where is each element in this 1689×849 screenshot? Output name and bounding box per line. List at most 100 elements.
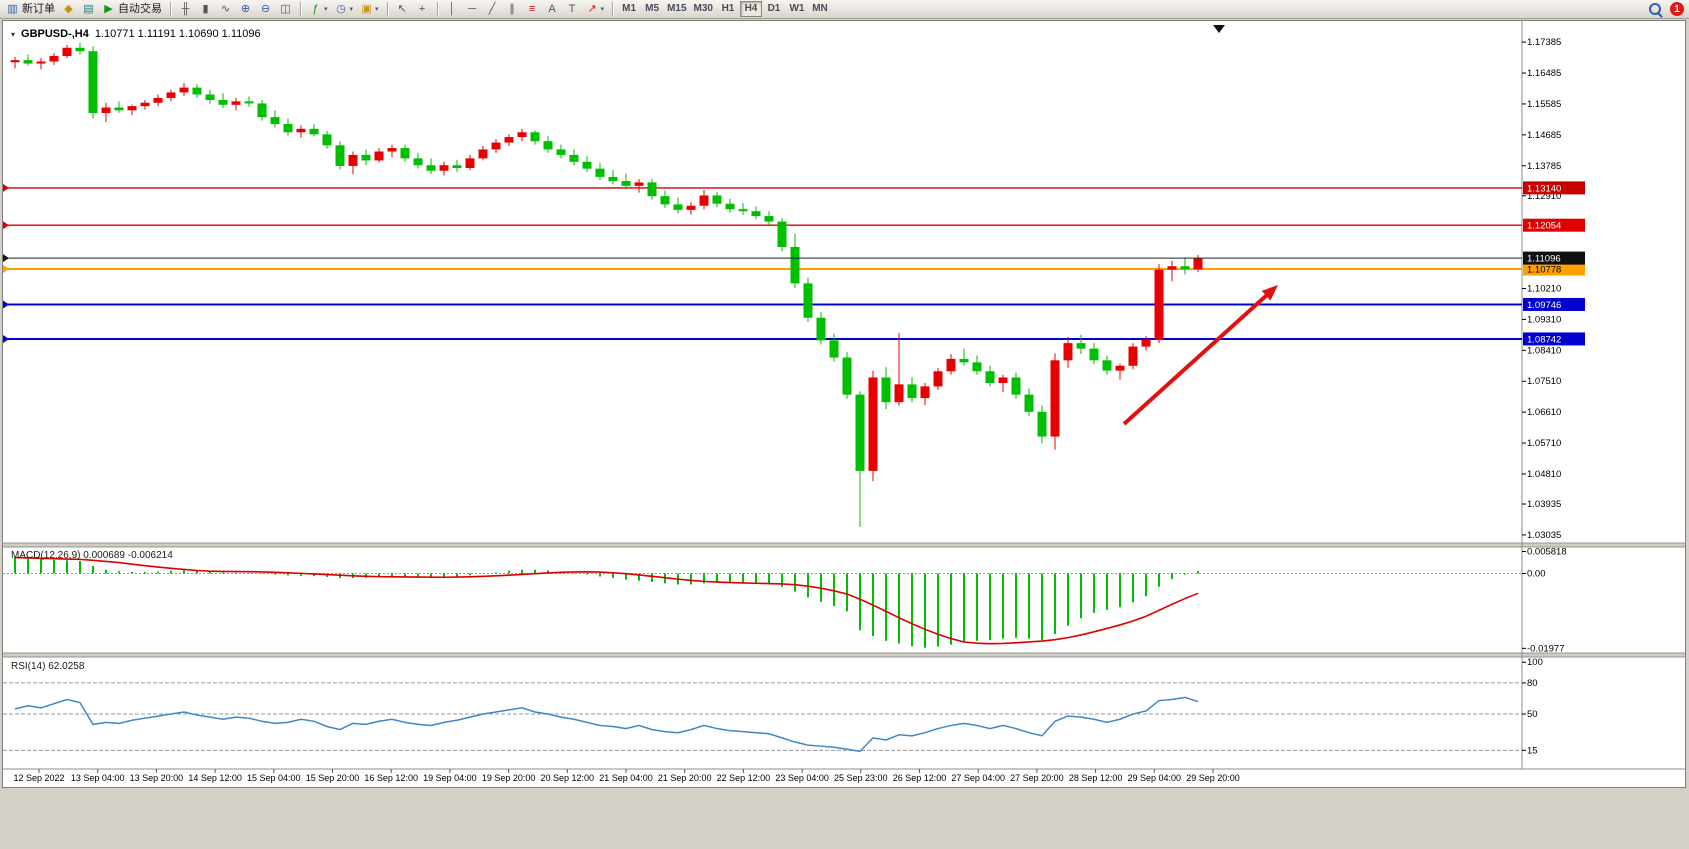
search-button[interactable] [1646, 1, 1664, 17]
cursor-icon: ↖ [397, 2, 407, 15]
svg-text:14 Sep 12:00: 14 Sep 12:00 [188, 773, 242, 783]
candle-body [1089, 348, 1099, 361]
timeframe-M5[interactable]: M5 [641, 1, 663, 17]
periods-icon: ◷ [336, 2, 346, 15]
candle-body [374, 151, 384, 161]
svg-text:0.00: 0.00 [1527, 569, 1546, 580]
candle-body [1141, 339, 1151, 347]
toolbar-separator [386, 2, 388, 16]
arrows-tool-button[interactable]: ↗ ▾ [583, 1, 608, 17]
timeframe-MN[interactable]: MN [809, 1, 831, 17]
cursor-button[interactable]: ↖ [393, 1, 412, 17]
candle-body [504, 137, 514, 143]
line-chart-icon: ∿ [220, 2, 231, 15]
svg-text:1.07510: 1.07510 [1527, 376, 1561, 387]
zoom-out-button[interactable]: ⊖ [256, 1, 275, 17]
periods-button[interactable]: ◷ ▾ [332, 1, 357, 17]
candle-body [231, 101, 241, 105]
panel-splitter[interactable] [3, 543, 1685, 547]
svg-text:1.13140: 1.13140 [1527, 183, 1561, 194]
text-tool-button[interactable]: A [543, 1, 562, 17]
fibonacci-button[interactable]: ≡ [523, 1, 542, 17]
alerts-button[interactable]: ◆ [59, 1, 78, 17]
candle-body [491, 142, 501, 150]
trendline-icon: ╱ [488, 2, 496, 15]
tile-windows-button[interactable]: ◫ [276, 1, 295, 17]
templates-icon: ▣ [361, 2, 372, 15]
candle-body [959, 358, 969, 363]
timeframe-H1[interactable]: H1 [717, 1, 739, 17]
indicators-button[interactable]: ƒ ▾ [306, 1, 331, 17]
candle-body [946, 358, 956, 372]
text-tool-icon: A [548, 2, 556, 15]
candle-body [712, 195, 722, 204]
candle-body [1193, 258, 1203, 270]
macd-panel: 0.005818 0.00 -0.01977 [3, 546, 1567, 654]
new-order-button[interactable]: ▥ 新订单 [3, 1, 58, 17]
time-axis[interactable]: 12 Sep 2022 13 Sep 04:00 13 Sep 20:00 14 Se… [13, 769, 1240, 783]
trendline-button[interactable]: ╱ [483, 1, 502, 17]
autotrade-button[interactable]: ▶ 自动交易 [99, 1, 165, 17]
svg-text:15 Sep 20:00: 15 Sep 20:00 [306, 773, 360, 783]
timeframe-W1[interactable]: W1 [786, 1, 808, 17]
vertical-line-button[interactable]: │ [443, 1, 462, 17]
svg-text:0.005818: 0.005818 [1527, 546, 1567, 557]
candle-body [49, 56, 59, 62]
svg-text:27 Sep 20:00: 27 Sep 20:00 [1010, 773, 1064, 783]
crosshair-button[interactable]: + [413, 1, 432, 17]
price-axis[interactable]: 1.17385 1.16485 1.15585 1.14685 1.13785 1.129… [1522, 37, 1585, 541]
svg-text:1.11096: 1.11096 [1527, 254, 1561, 265]
candle-body [127, 106, 137, 111]
market-watch-icon: ▤ [83, 2, 94, 15]
channel-button[interactable]: ∥ [503, 1, 522, 17]
label-tool-icon: T [568, 2, 576, 15]
timeframe-H4[interactable]: H4 [739, 1, 762, 17]
candle-body [23, 60, 33, 64]
templates-button[interactable]: ▣ ▾ [357, 1, 382, 17]
one-click-trading-toggle[interactable]: ▾ [11, 29, 16, 39]
timeframe-D1[interactable]: D1 [763, 1, 785, 17]
candle-body [153, 97, 163, 103]
svg-text:1.13785: 1.13785 [1527, 161, 1561, 172]
candle-body [1024, 394, 1034, 412]
toolbar-separator [436, 2, 438, 16]
trend-arrow-annotation[interactable] [1122, 285, 1278, 426]
candlestick-icon: ▮ [202, 2, 209, 15]
svg-text:1.10778: 1.10778 [1527, 265, 1561, 276]
candle-body [478, 149, 488, 159]
svg-text:1.12910: 1.12910 [1527, 191, 1561, 202]
price-badge [1523, 297, 1585, 311]
candle-body [543, 141, 553, 150]
toolbar-separator [300, 2, 301, 16]
market-watch-button[interactable]: ▤ [79, 1, 98, 17]
candlestick-button[interactable]: ▮ [196, 1, 215, 17]
line-left-marker [3, 265, 9, 274]
candle-body [803, 283, 813, 318]
panel-splitter[interactable] [3, 653, 1685, 657]
chart-canvas[interactable]: 0.005818 0.00 -0.01977 100 80 50 15 1.17385 1.16… [3, 21, 1685, 787]
timeframe-M1[interactable]: M1 [618, 1, 640, 17]
notification-badge[interactable]: 1 [1670, 2, 1684, 16]
zoom-in-button[interactable]: ⊕ [236, 1, 255, 17]
candle-body [842, 357, 852, 395]
timeframe-M15[interactable]: M15 [664, 1, 689, 17]
autotrade-label: 自动交易 [118, 2, 162, 15]
svg-text:15 Sep 04:00: 15 Sep 04:00 [247, 773, 301, 783]
svg-text:1.14685: 1.14685 [1527, 130, 1561, 141]
line-chart-button[interactable]: ∿ [216, 1, 235, 17]
chart-shift-marker[interactable] [1213, 25, 1225, 33]
svg-text:28 Sep 12:00: 28 Sep 12:00 [1069, 773, 1123, 783]
svg-text:29 Sep 20:00: 29 Sep 20:00 [1186, 773, 1240, 783]
candle-body [998, 377, 1008, 383]
autotrade-icon: ▶ [104, 2, 113, 15]
timeframe-M30[interactable]: M30 [691, 1, 716, 17]
bar-chart-button[interactable]: ╫ [176, 1, 195, 17]
svg-text:22 Sep 12:00: 22 Sep 12:00 [717, 773, 771, 783]
candle-body [1063, 343, 1073, 361]
candle-body [426, 165, 436, 171]
horizontal-line-button[interactable]: ─ [463, 1, 482, 17]
label-tool-button[interactable]: T [563, 1, 582, 17]
rsi-line [14, 696, 1199, 753]
svg-text:1.03035: 1.03035 [1527, 530, 1561, 541]
svg-text:23 Sep 04:00: 23 Sep 04:00 [775, 773, 829, 783]
